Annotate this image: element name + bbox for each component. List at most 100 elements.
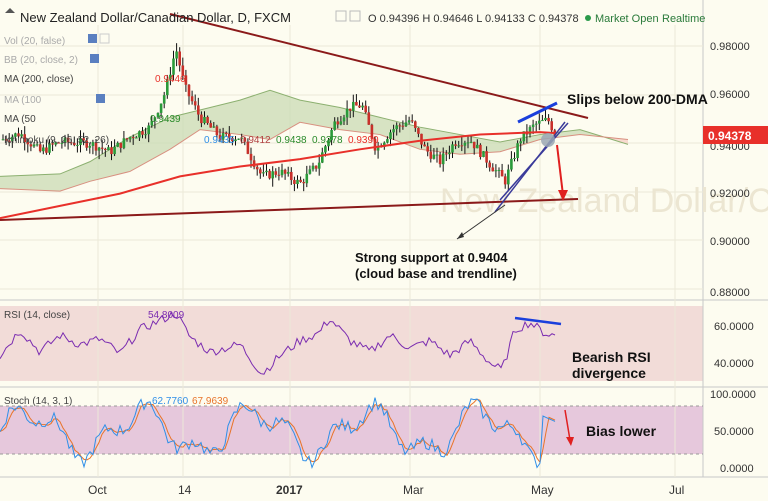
cloud-segment-109: [436, 130, 440, 152]
cloud-segment-0: [0, 176, 4, 189]
candle-body-25: [79, 138, 82, 145]
candle-body-100: [311, 165, 315, 170]
time-label-oct: Oct: [88, 483, 107, 497]
cloud-segment-140: [560, 131, 564, 138]
candle-body-160: [497, 169, 501, 171]
legend-eye-icon-vol[interactable]: [88, 34, 97, 43]
candle-body-102: [317, 162, 321, 169]
cloud-segment-34: [136, 132, 140, 169]
eye-icon[interactable]: [335, 10, 347, 22]
candle-body-155: [482, 151, 485, 158]
cloud-segment-45: [180, 113, 184, 143]
candle-body-61: [190, 96, 194, 102]
candle-body-154: [479, 144, 482, 158]
candle-body-15: [48, 143, 51, 153]
cloud-segment-35: [140, 130, 144, 166]
ma50-label[interactable]: MA (50: [4, 114, 36, 125]
cloud-span-b: [0, 121, 629, 192]
price-divergence-line[interactable]: [517, 101, 558, 124]
candle-body-93: [290, 171, 293, 181]
candle-body-50: [156, 112, 160, 118]
ichimoku-label[interactable]: Ichimoku (9, 26, 52, 26): [4, 135, 109, 146]
rsi-label[interactable]: RSI (14, close): [4, 310, 70, 321]
stoch-arrow: [564, 409, 571, 441]
time-label-2017: 2017: [276, 483, 303, 497]
header-buttons: [335, 10, 361, 22]
cloud-segment-42: [168, 116, 172, 151]
candle-body-29: [91, 142, 95, 146]
stoch-arrowhead: [566, 437, 574, 446]
cloud-segment-126: [504, 140, 508, 151]
candle-body-57: [178, 51, 181, 66]
vol-label[interactable]: Vol (20, false): [4, 36, 65, 47]
breakdown-marker: [541, 133, 555, 147]
support-arrowhead: [457, 232, 464, 239]
cloud-segment-88: [352, 110, 356, 132]
market-status-dot: [585, 15, 591, 21]
candle-body-83: [259, 169, 262, 174]
cloud-segment-144: [576, 129, 580, 136]
candle-body-116: [361, 105, 364, 108]
cloud-segment-38: [152, 124, 156, 160]
candle-body-72: [224, 133, 228, 135]
cloud-segment-22: [88, 160, 92, 182]
candle-body-88: [274, 171, 278, 175]
candle-body-111: [345, 108, 349, 118]
candle-body-64: [200, 114, 203, 124]
candle-body-5: [17, 133, 20, 137]
stoch-band: [0, 406, 703, 454]
stoch-label[interactable]: Stoch (14, 3, 1): [4, 396, 72, 407]
price-tick-3: 0.92000: [710, 188, 750, 200]
lower-trendline[interactable]: [0, 198, 579, 221]
candle-body-56: [175, 51, 178, 59]
cloud-segment-20: [80, 164, 84, 185]
candle-body-10: [32, 144, 36, 147]
cloud-segment-141: [564, 131, 568, 137]
current-price-value: 0.94378: [708, 129, 752, 143]
upper-trendline[interactable]: [169, 13, 589, 119]
stoch-k-value: 62.7760: [152, 396, 189, 407]
candle-body-127: [395, 125, 398, 130]
candle-body-42: [131, 137, 135, 139]
candle-body-173: [538, 120, 541, 124]
rsi-line: [0, 311, 556, 375]
symbol-title[interactable]: New Zealand Dollar/Canadian Dollar, D, F…: [20, 10, 291, 25]
candle-body-21: [66, 137, 70, 143]
cloud-segment-61: [244, 97, 248, 136]
stoch-tick-50: 50.0000: [714, 426, 754, 438]
candle-body-4: [14, 133, 17, 137]
candle-body-147: [457, 145, 460, 147]
candle-body-75: [234, 139, 237, 142]
rising-wedge-upper[interactable]: [499, 122, 569, 201]
ma200-label[interactable]: MA (200, close): [4, 74, 73, 85]
annotation-support-2: (cloud base and trendline): [355, 266, 517, 281]
ma100-label[interactable]: MA (100: [4, 95, 42, 106]
legend-settings-icon-vol[interactable]: [99, 33, 110, 44]
candle-body-13: [42, 147, 45, 152]
stoch-tick-0: 0.0000: [720, 463, 754, 475]
candle-body-20: [63, 137, 67, 143]
candle-body-133: [414, 121, 417, 128]
collapse-arrow-icon[interactable]: [5, 8, 15, 13]
legend-eye-icon-ma100[interactable]: [96, 94, 105, 103]
candle-body-104: [324, 146, 327, 153]
cloud-segment-81: [324, 104, 328, 128]
candle-body-119: [370, 124, 374, 139]
bb-label[interactable]: BB (20, close, 2): [4, 55, 78, 66]
candle-body-170: [528, 127, 532, 135]
candle-body-8: [26, 142, 30, 145]
candle-body-123: [383, 142, 386, 147]
legend-eye-icon-bb[interactable]: [90, 54, 99, 63]
annotation-bias: Bias lower: [586, 423, 657, 439]
candle-body-77: [240, 137, 243, 139]
cloud-segment-33: [132, 134, 136, 171]
rsi-divergence-line[interactable]: [514, 316, 562, 326]
candle-body-168: [522, 131, 526, 142]
settings-icon[interactable]: [349, 10, 361, 22]
cloud-segment-80: [320, 103, 324, 127]
ma200-line: [0, 131, 557, 220]
candle-body-176: [547, 117, 550, 122]
ichimoku-value-3: 0.9378: [312, 135, 343, 146]
annotation-rsi-1: Bearish RSI: [572, 349, 651, 365]
